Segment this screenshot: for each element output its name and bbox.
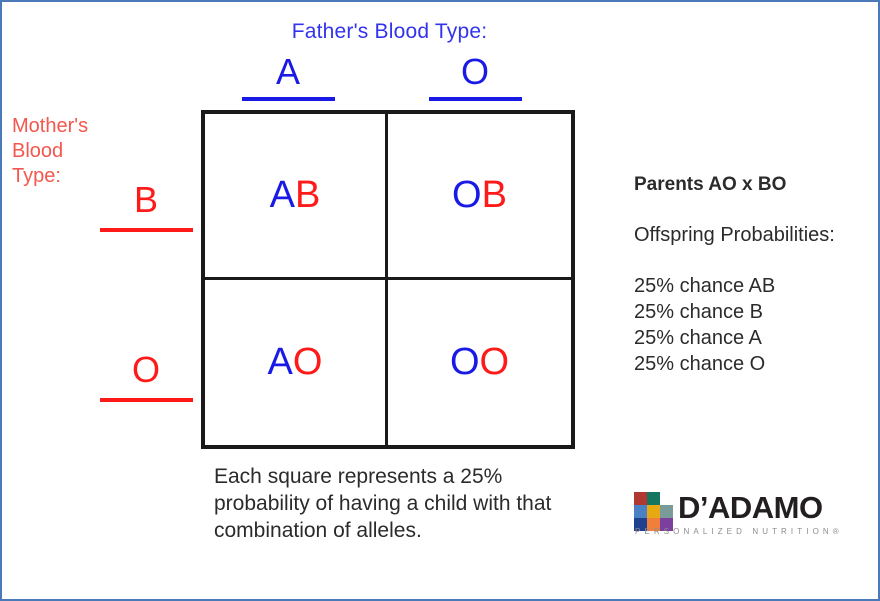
- father-allele-1-underline: [241, 97, 335, 101]
- mothers-label-line-2: Blood: [12, 140, 64, 162]
- probability-item-2: 25% chance B: [634, 301, 763, 323]
- logo-swatch-5: [647, 505, 660, 518]
- father-allele-1-letter: A: [275, 51, 300, 92]
- father-allele-2-letter: O: [460, 51, 489, 92]
- mother-allele-1-letter: B: [133, 179, 158, 220]
- logo-swatch-6: [660, 505, 673, 518]
- father-allele-1: A: [228, 52, 348, 101]
- parents-genotypes-line: Parents AO x BO: [634, 174, 787, 195]
- mothers-label-line-1: Mother's: [12, 115, 89, 137]
- dadamo-tagline: PERSONALIZED NUTRITION®: [635, 527, 843, 536]
- fathers-blood-type-label: Father's Blood Type:: [291, 20, 488, 43]
- punnett-cell-row1-col1-mother-allele: B: [295, 174, 321, 217]
- mother-allele-2-underline: [99, 398, 193, 402]
- punnett-cell-row1-col1-father-allele: A: [269, 174, 295, 217]
- mother-allele-1-underline: [99, 228, 193, 232]
- punnett-cell-row1-col2-father-allele: O: [452, 174, 482, 217]
- punnett-cell-row2-col1-father-allele: A: [267, 341, 293, 384]
- mothers-label-line-3: Type:: [12, 165, 61, 187]
- offspring-probability-list: 25% chance AB 25% chance B 25% chance A …: [634, 273, 874, 377]
- logo-swatch-2: [647, 492, 660, 505]
- probability-item-1: 25% chance AB: [634, 275, 776, 297]
- logo-swatch-4: [634, 505, 647, 518]
- mother-allele-2: O: [98, 350, 194, 402]
- punnett-cell-row2-col1-mother-allele: O: [292, 341, 323, 384]
- mothers-blood-type-label: Mother's Blood Type:: [12, 114, 132, 189]
- dadamo-logo-mark-icon: [634, 492, 673, 531]
- father-allele-2: O: [415, 52, 535, 101]
- logo-swatch-3: [660, 492, 673, 505]
- logo-swatch-7: [634, 518, 647, 531]
- mother-allele-2-letter: O: [131, 349, 160, 390]
- father-allele-2-underline: [428, 97, 522, 101]
- offspring-info-panel: Parents AO x BO Offspring Probabilities:…: [634, 174, 874, 377]
- probability-item-4: 25% chance O: [634, 353, 766, 375]
- probability-item-3: 25% chance A: [634, 327, 762, 349]
- punnett-cell-row2-col2-father-allele: O: [449, 341, 480, 384]
- offspring-probabilities-heading: Offspring Probabilities:: [634, 224, 835, 246]
- mother-allele-1: B: [98, 180, 194, 232]
- square-caption: Each square represents a 25% probability…: [214, 465, 552, 542]
- punnett-cell-row2-col2-mother-allele: O: [479, 341, 510, 384]
- logo-swatch-9: [660, 518, 673, 531]
- punnett-cell-row1-col2-mother-allele: B: [481, 174, 507, 217]
- logo-swatch-8: [647, 518, 660, 531]
- dadamo-wordmark: D’ADAMO: [678, 490, 823, 525]
- logo-swatch-1: [634, 492, 647, 505]
